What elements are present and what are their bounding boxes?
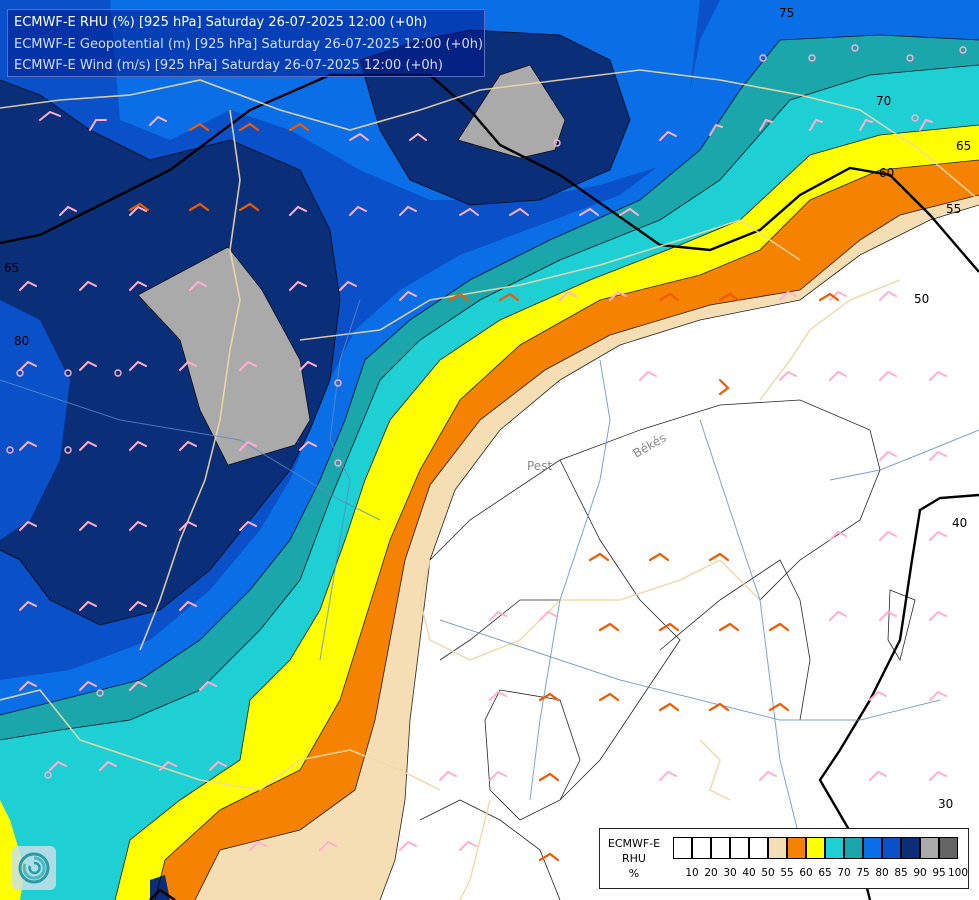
legend-swatch xyxy=(920,837,939,859)
legend-swatch xyxy=(730,837,749,859)
title-wind: ECMWF-E Wind (m/s) [925 hPa] Saturday 26… xyxy=(14,58,443,73)
legend-tick-label: 100 xyxy=(947,867,969,879)
legend-swatch xyxy=(711,837,730,859)
legend-tick-label: 30 xyxy=(723,867,737,879)
geopotential-label: 70 xyxy=(876,94,891,108)
legend-swatch xyxy=(673,837,692,859)
legend-model: ECMWF-E xyxy=(607,837,661,850)
legend-color-scale xyxy=(673,837,958,859)
legend-tick-label: 75 xyxy=(856,867,870,879)
legend-tick-label: 50 xyxy=(761,867,775,879)
geopotential-label: 40 xyxy=(952,516,967,530)
legend-tick-label: 85 xyxy=(894,867,908,879)
legend-tick-label: 60 xyxy=(799,867,813,879)
legend-swatch xyxy=(787,837,806,859)
geopotential-label: 60 xyxy=(879,166,894,180)
wind-barbs xyxy=(6,44,967,862)
legend-swatch xyxy=(768,837,787,859)
legend-swatch xyxy=(749,837,768,859)
ecmwf-logo-icon xyxy=(12,846,56,890)
geopotential-label: 55 xyxy=(946,202,961,216)
legend-tick-label: 65 xyxy=(818,867,832,879)
rhu-legend: ECMWF-E RHU % 10 20 30 40 50 55 60 65 70 75 80 85 90… xyxy=(599,828,969,889)
legend-swatch xyxy=(882,837,901,859)
geopotential-label: 65 xyxy=(4,261,19,275)
rhu-band-95 xyxy=(138,247,310,465)
legend-tick-label: 40 xyxy=(742,867,756,879)
geopotential-label: 80 xyxy=(14,334,29,348)
legend-swatch xyxy=(901,837,920,859)
legend-swatch xyxy=(692,837,711,859)
title-geopotential: ECMWF-E Geopotential (m) [925 hPa] Satur… xyxy=(14,36,484,52)
legend-tick-label: 70 xyxy=(837,867,851,879)
legend-tick-label: 20 xyxy=(704,867,718,879)
title-rhu: ECMWF-E RHU (%) [925 hPa] Saturday 26-07… xyxy=(14,15,428,30)
legend-unit: % xyxy=(628,867,640,880)
legend-variable: RHU xyxy=(622,852,646,865)
geopotential-label: 75 xyxy=(779,6,794,20)
legend-swatch xyxy=(844,837,863,859)
legend-tick-label: 95 xyxy=(932,867,946,879)
legend-swatch xyxy=(806,837,825,859)
legend-swatch xyxy=(825,837,844,859)
legend-swatch xyxy=(939,837,958,859)
legend-swatch xyxy=(863,837,882,859)
legend-ticks: 10 20 30 40 50 55 60 65 70 75 80 85 90 95 100 xyxy=(673,867,973,881)
rhu-band-90 xyxy=(0,80,340,625)
contour-labels: 75 70 65 60 55 50 40 30 65 80 xyxy=(4,6,971,811)
geopotential-label: 65 xyxy=(956,139,971,153)
legend-tick-label: 80 xyxy=(875,867,889,879)
map-title-box: ECMWF-E RHU (%) [925 hPa] Saturday 26-07… xyxy=(7,9,485,77)
geopotential-label: 50 xyxy=(914,292,929,306)
geopotential-label: 30 xyxy=(938,797,953,811)
legend-tick-label: 90 xyxy=(913,867,927,879)
legend-tick-label: 55 xyxy=(780,867,794,879)
place-label-pest: Pest xyxy=(527,459,552,473)
legend-tick-label: 10 xyxy=(685,867,699,879)
